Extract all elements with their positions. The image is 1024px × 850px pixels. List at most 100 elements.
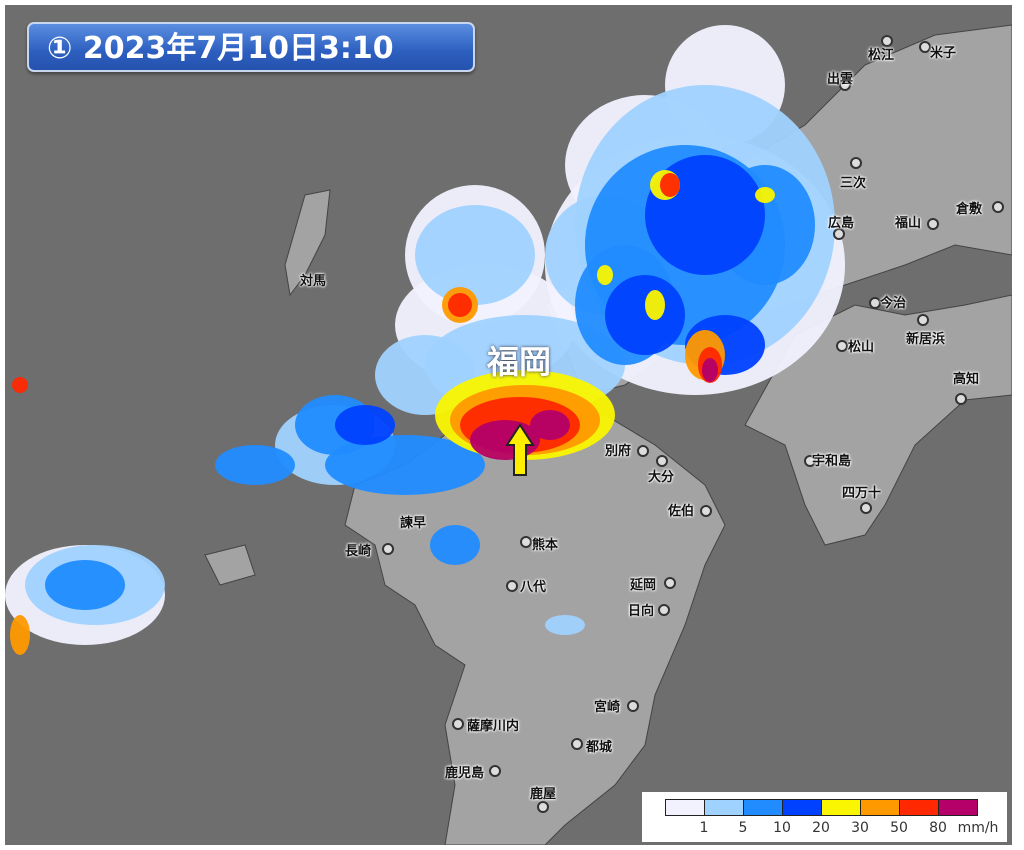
legend-unit: mm/h [957,820,999,836]
rain-echo [702,358,718,382]
city-label: 鹿児島 [445,766,485,781]
city-label: 倉敷 [956,202,983,217]
city-label: 八代 [520,580,547,595]
legend-swatch [900,800,939,815]
legend-swatch [861,800,900,815]
city-marker [537,801,549,813]
rain-echoes [5,25,845,655]
city-marker [850,157,862,169]
rain-echo [545,615,585,635]
city-label: 出雲 [827,72,854,87]
city-marker [571,738,583,750]
legend-tick: 80 [929,820,947,836]
rain-echo [645,290,665,320]
city-label: 四万十 [842,486,882,501]
city-marker [520,536,532,548]
legend-tick: 5 [738,820,748,836]
city-label: 今治 [880,296,907,311]
legend-swatch [666,800,705,815]
city-label: 福山 [895,216,922,231]
rain-echo [530,410,570,440]
city-marker [860,502,872,514]
heavy-rain-arrow [505,423,535,476]
map-canvas [5,24,1012,845]
city-label: 米子 [930,46,957,61]
land-tsushima [284,189,331,297]
fukuoka-label: 福岡 [487,343,552,381]
city-label: 新居浜 [906,332,946,347]
rain-echo [335,405,395,445]
land-goto [204,544,256,586]
rain-echo [755,187,775,203]
legend-tick: 50 [890,820,908,836]
city-marker [506,580,518,592]
city-marker [656,455,668,467]
city-marker [637,445,649,457]
rain-echo [45,560,125,610]
legend-color-bar [665,799,978,816]
city-marker [869,297,881,309]
city-marker [833,228,845,240]
city-marker [839,79,851,91]
rain-echo [10,615,30,655]
city-label: 松江 [868,48,895,63]
city-marker [881,35,893,47]
rain-echo [215,445,295,485]
rain-echo [12,377,28,393]
city-marker [804,455,816,467]
legend-tick: 10 [773,820,791,836]
city-marker [917,314,929,326]
city-marker [992,201,1004,213]
city-label: 広島 [828,216,855,231]
rain-echo [597,265,613,285]
legend-tick: 30 [851,820,869,836]
legend-ticks: 1 5 10 20 30 50 80 mm/h [642,820,1007,838]
legend-swatch [744,800,783,815]
city-label: 熊本 [532,538,559,553]
city-marker [664,577,676,589]
rain-echo [325,435,485,495]
city-label: 宮崎 [594,700,621,715]
city-label: 高知 [953,372,980,387]
legend-swatch [939,800,977,815]
legend-swatch [822,800,861,815]
city-marker [489,765,501,777]
rain-echo [660,173,680,197]
city-label: 大分 [648,470,675,485]
city-marker [382,543,394,555]
city-label: 三次 [840,176,867,191]
timestamp-title: ① 2023年7月10日3:10 [27,22,475,72]
radar-map[interactable]: ① 2023年7月10日3:10 福岡 松江 米子出雲三次広島 福山 倉敷今治新居浜松… [5,5,1012,845]
city-label: 別府 [605,444,632,459]
land-shikoku [744,294,1012,546]
city-label: 対馬 [300,274,327,289]
city-label: 都城 [586,740,613,755]
city-marker [836,340,848,352]
rain-echo [415,205,535,305]
legend-tick: 20 [812,820,830,836]
city-marker [700,505,712,517]
arrow-icon [505,423,535,476]
city-label: 延岡 [630,578,657,593]
city-label: 佐伯 [668,504,695,519]
city-marker [927,218,939,230]
rain-echo [448,293,472,317]
city-label: 鹿屋 [530,787,557,802]
city-marker [919,41,931,53]
city-marker [658,604,670,616]
legend-tick: 1 [699,820,709,836]
city-label: 松山 [848,340,875,355]
rain-echo [605,275,685,355]
legend-swatch [705,800,744,815]
land-kyushu [344,404,726,845]
city-label: 薩摩川内 [467,719,520,734]
city-marker [627,700,639,712]
city-marker [452,718,464,730]
city-label: 諫早 [400,516,427,531]
precipitation-legend: 1 5 10 20 30 50 80 mm/h [642,792,1007,842]
city-label: 宇和島 [812,454,852,469]
legend-swatch [783,800,822,815]
city-label: 日向 [628,604,655,619]
rain-echo [430,525,480,565]
city-label: 長崎 [345,544,372,559]
